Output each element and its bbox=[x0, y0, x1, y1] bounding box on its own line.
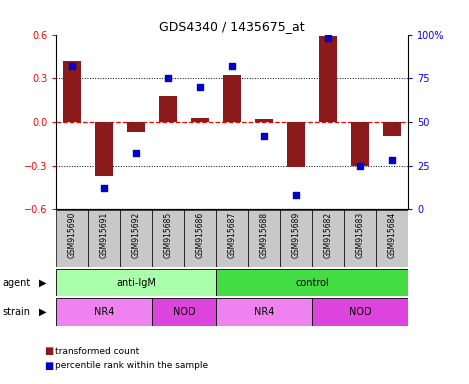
Bar bbox=[216, 298, 312, 326]
Text: ▶: ▶ bbox=[39, 278, 47, 288]
Point bbox=[228, 63, 236, 69]
Bar bbox=[280, 210, 312, 267]
Bar bbox=[191, 118, 209, 122]
Bar bbox=[248, 210, 280, 267]
Text: GSM915686: GSM915686 bbox=[196, 212, 204, 258]
Point bbox=[165, 75, 172, 81]
Point bbox=[388, 157, 396, 164]
Text: GSM915683: GSM915683 bbox=[356, 212, 364, 258]
Point bbox=[325, 35, 332, 41]
Bar bbox=[223, 75, 241, 122]
Bar bbox=[351, 122, 369, 166]
Title: GDS4340 / 1435675_at: GDS4340 / 1435675_at bbox=[159, 20, 305, 33]
Bar bbox=[152, 298, 216, 326]
Bar bbox=[312, 298, 408, 326]
Text: strain: strain bbox=[2, 307, 30, 317]
Bar bbox=[56, 298, 152, 326]
Text: GSM915690: GSM915690 bbox=[68, 212, 77, 258]
Bar bbox=[216, 210, 248, 267]
Text: GSM915687: GSM915687 bbox=[227, 212, 237, 258]
Text: NOD: NOD bbox=[349, 307, 371, 317]
Bar bbox=[344, 210, 376, 267]
Text: transformed count: transformed count bbox=[55, 347, 140, 356]
Bar bbox=[184, 210, 216, 267]
Text: ▶: ▶ bbox=[39, 307, 47, 317]
Text: GSM915691: GSM915691 bbox=[100, 212, 109, 258]
Bar bbox=[128, 122, 145, 132]
Text: GSM915685: GSM915685 bbox=[164, 212, 173, 258]
Text: GSM915692: GSM915692 bbox=[132, 212, 141, 258]
Bar bbox=[63, 61, 81, 122]
Bar bbox=[383, 122, 401, 136]
Bar bbox=[152, 210, 184, 267]
Text: agent: agent bbox=[2, 278, 30, 288]
Text: GSM915682: GSM915682 bbox=[324, 212, 333, 258]
Bar bbox=[159, 96, 177, 122]
Text: GSM915688: GSM915688 bbox=[260, 212, 269, 258]
Bar bbox=[56, 210, 88, 267]
Point bbox=[68, 63, 76, 69]
Bar bbox=[88, 210, 120, 267]
Bar bbox=[376, 210, 408, 267]
Text: NR4: NR4 bbox=[254, 307, 274, 317]
Point bbox=[197, 84, 204, 90]
Point bbox=[356, 162, 364, 169]
Text: percentile rank within the sample: percentile rank within the sample bbox=[55, 361, 208, 370]
Bar bbox=[255, 119, 273, 122]
Bar bbox=[312, 210, 344, 267]
Bar bbox=[287, 122, 305, 167]
Text: GSM915689: GSM915689 bbox=[292, 212, 301, 258]
Text: ■: ■ bbox=[45, 361, 54, 371]
Point bbox=[260, 133, 268, 139]
Bar bbox=[216, 269, 408, 296]
Point bbox=[100, 185, 108, 191]
Bar bbox=[120, 210, 152, 267]
Point bbox=[292, 192, 300, 199]
Text: anti-IgM: anti-IgM bbox=[116, 278, 156, 288]
Text: ■: ■ bbox=[45, 346, 54, 356]
Bar bbox=[96, 122, 113, 176]
Text: NR4: NR4 bbox=[94, 307, 114, 317]
Point bbox=[132, 150, 140, 156]
Text: NOD: NOD bbox=[173, 307, 196, 317]
Text: GSM915684: GSM915684 bbox=[387, 212, 397, 258]
Bar bbox=[319, 36, 337, 122]
Bar bbox=[56, 269, 216, 296]
Text: control: control bbox=[295, 278, 329, 288]
